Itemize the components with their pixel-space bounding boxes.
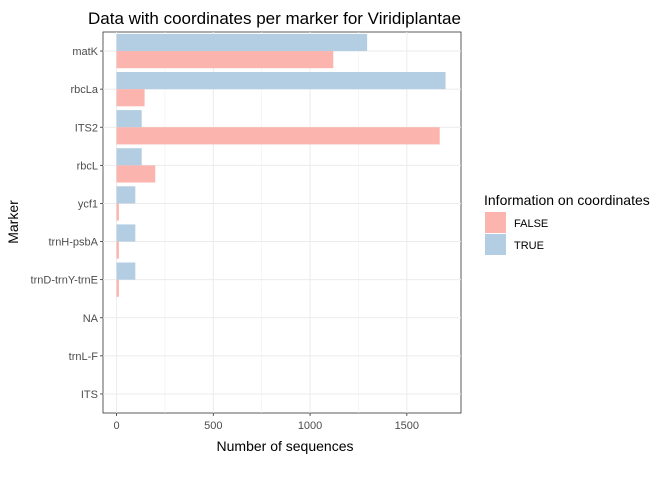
y-tick-labels: matK rbcLa ITS2 rbcL ycf1 trnH-psbA trnD-trnY-… xyxy=(31,46,103,401)
x-tick-label: 0 xyxy=(113,420,119,432)
bar-true-ycf1 xyxy=(116,186,136,204)
y-tick-label: trnD-trnY-trnE xyxy=(31,275,98,287)
bar-false-rbcL xyxy=(116,165,156,183)
bar-true-rbcL xyxy=(116,148,142,166)
bars xyxy=(116,33,446,297)
bar-true-matK xyxy=(116,33,368,52)
bar-true-trnH-psbA xyxy=(116,224,136,242)
y-tick-label: ycf1 xyxy=(78,198,98,210)
x-tick-labels: 0 500 1000 1500 xyxy=(113,413,419,432)
x-tick-label: 1500 xyxy=(395,420,419,432)
y-tick-label: ITS2 xyxy=(75,122,98,134)
bar-false-ITS2 xyxy=(116,127,440,145)
plot-panel xyxy=(102,31,462,414)
chart-title: Data with coordinates per marker for Vir… xyxy=(88,9,461,28)
bar-true-trnD-trnY-trnE xyxy=(116,262,136,280)
bar-true-ITS2 xyxy=(116,110,142,128)
bar-false-ycf1 xyxy=(116,203,119,221)
y-tick-label: NA xyxy=(83,313,99,325)
y-tick-label: trnH-psbA xyxy=(48,237,98,249)
y-tick-label: rbcLa xyxy=(70,84,98,96)
y-tick-label: trnL-F xyxy=(69,351,99,363)
legend-key-true xyxy=(485,234,506,255)
x-axis-label: Number of sequences xyxy=(217,438,354,454)
x-tick-label: 1000 xyxy=(298,420,322,432)
bar-false-matK xyxy=(116,51,334,69)
bar-false-trnD-trnY-trnE xyxy=(116,279,119,297)
y-tick-label: ITS xyxy=(81,389,98,401)
legend-label-true: TRUE xyxy=(514,240,544,252)
legend-key-false xyxy=(485,212,506,233)
bar-false-rbcLa xyxy=(116,89,145,107)
y-axis-label: Marker xyxy=(5,200,21,244)
bar-false-trnH-psbA xyxy=(116,241,119,259)
bar-true-rbcLa xyxy=(116,72,446,90)
y-tick-label: rbcL xyxy=(77,160,98,172)
y-tick-label: matK xyxy=(72,46,98,58)
legend: FALSE TRUE xyxy=(485,212,548,255)
legend-title: Information on coordinates xyxy=(484,192,650,208)
legend-label-false: FALSE xyxy=(514,218,548,230)
x-tick-label: 500 xyxy=(204,420,222,432)
